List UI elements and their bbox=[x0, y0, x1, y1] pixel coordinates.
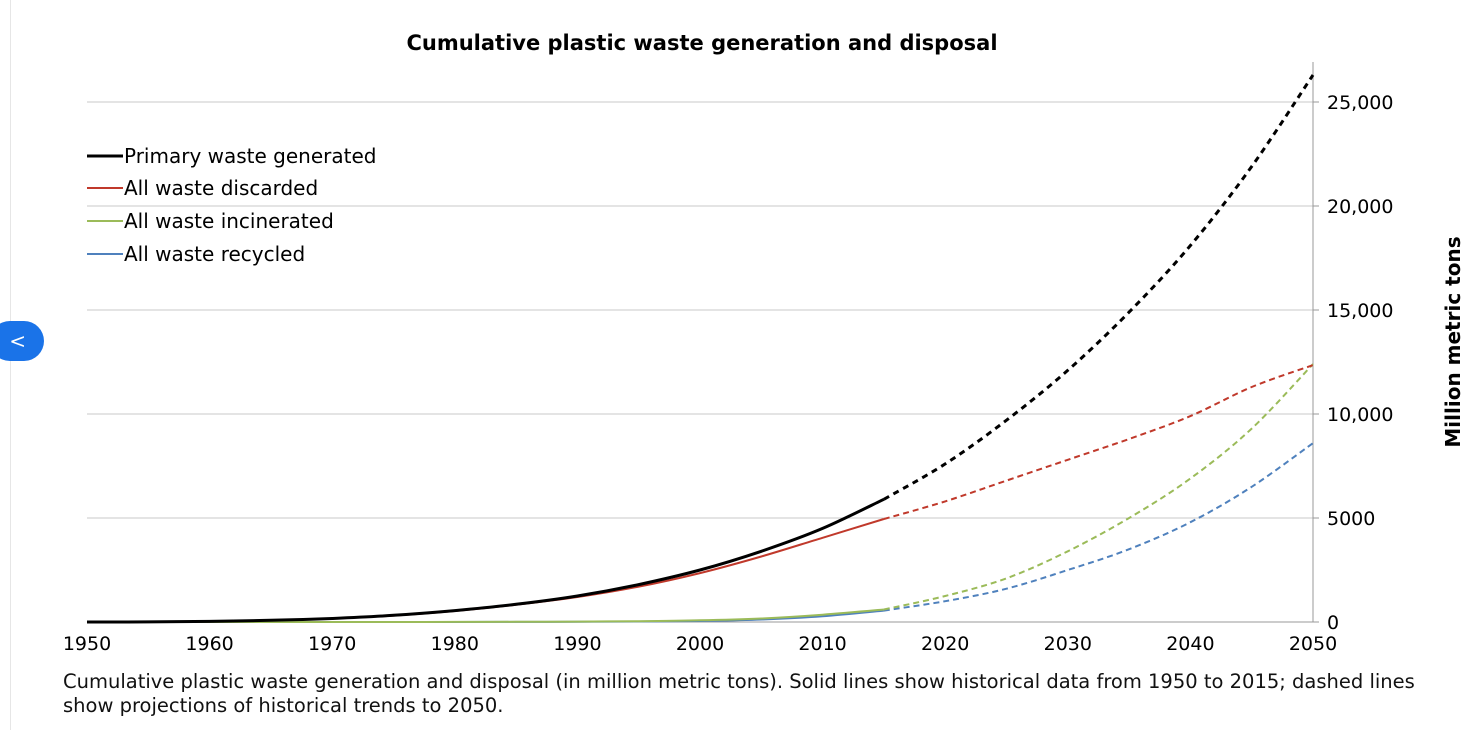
previous-slide-button[interactable]: < bbox=[0, 321, 44, 361]
x-tick-label: 2050 bbox=[1289, 633, 1337, 655]
series-line-projection-all-waste-incinerated bbox=[883, 363, 1314, 611]
y-tick-label: 25,000 bbox=[1327, 92, 1393, 114]
y-axis-label: Million metric tons bbox=[1441, 236, 1465, 447]
x-tick-label: 2010 bbox=[798, 633, 846, 655]
y-tick-label: 10,000 bbox=[1327, 404, 1393, 426]
y-tick-label: 15,000 bbox=[1327, 300, 1393, 322]
legend-label: All waste incinerated bbox=[124, 209, 334, 233]
x-tick-label: 1960 bbox=[185, 633, 233, 655]
x-tick-label: 2030 bbox=[1044, 633, 1092, 655]
y-tick-label: 20,000 bbox=[1327, 196, 1393, 218]
series-layer bbox=[86, 74, 1315, 624]
y-tick-label: 5000 bbox=[1327, 508, 1375, 530]
x-tick-label: 1950 bbox=[63, 633, 111, 655]
y-tick-label: 0 bbox=[1327, 612, 1339, 634]
series-line-historical-primary-waste-generated bbox=[86, 497, 885, 624]
x-tick-label: 1980 bbox=[431, 633, 479, 655]
x-tick-label: 2000 bbox=[676, 633, 724, 655]
page-left-border bbox=[10, 0, 11, 730]
legend-label: All waste recycled bbox=[124, 242, 305, 266]
x-tick-label: 1990 bbox=[553, 633, 601, 655]
gridlines bbox=[87, 101, 1313, 519]
line-chart: Cumulative plastic waste generation and … bbox=[63, 31, 1465, 655]
series-line-projection-all-waste-recycled bbox=[883, 442, 1314, 612]
x-tick-label: 2040 bbox=[1166, 633, 1214, 655]
series-line-projection-all-waste-discarded bbox=[883, 364, 1314, 520]
legend-label: All waste discarded bbox=[124, 176, 318, 200]
figure-caption: Cumulative plastic waste generation and … bbox=[63, 670, 1415, 717]
x-tick-label: 1970 bbox=[308, 633, 356, 655]
chart-title: Cumulative plastic waste generation and … bbox=[406, 31, 997, 55]
series-line-projection-primary-waste-generated bbox=[883, 74, 1315, 501]
legend: Primary waste generated All waste discard… bbox=[87, 144, 376, 266]
legend-label: Primary waste generated bbox=[124, 144, 376, 168]
x-tick-label: 2020 bbox=[921, 633, 969, 655]
